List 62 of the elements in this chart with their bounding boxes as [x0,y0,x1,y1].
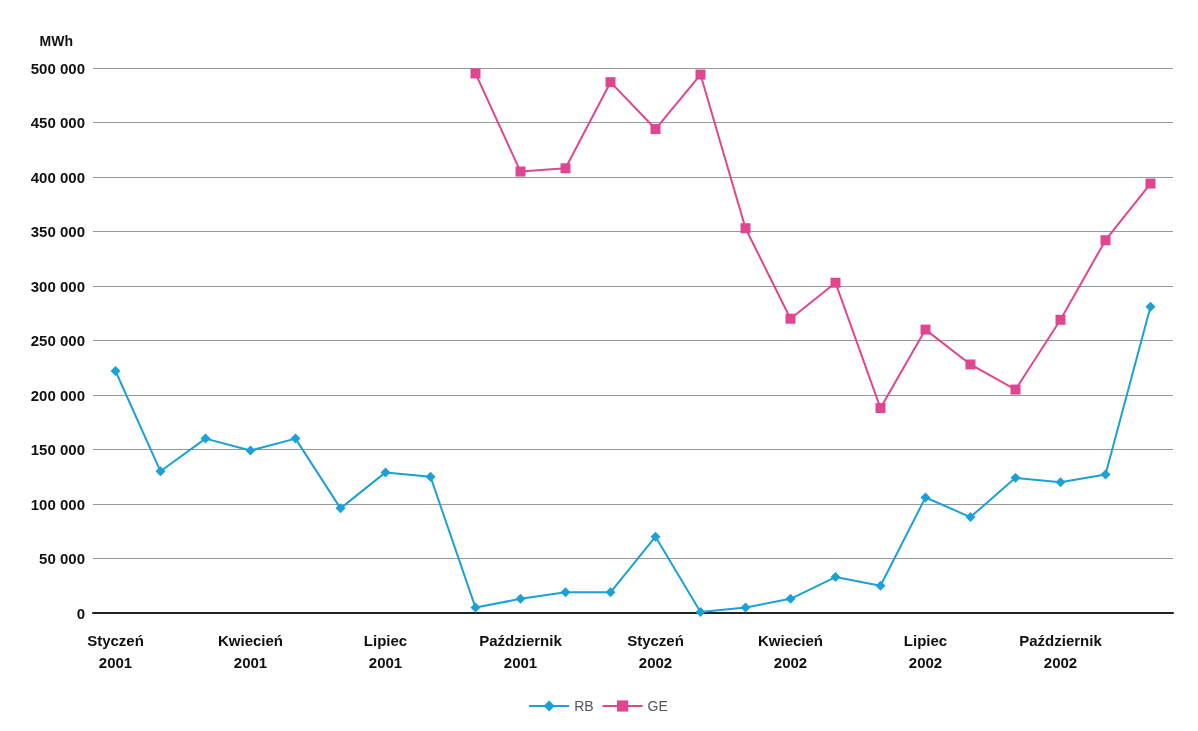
point [605,77,616,88]
point [335,503,346,514]
point [200,433,211,444]
x-tick-label: Październik 2001 [479,631,563,671]
y-tick-label: 400 000 [30,168,85,186]
y-tick-label: 500 000 [30,59,85,77]
point [380,467,391,478]
point [605,587,616,598]
point [830,277,841,288]
y-tick-label: 0 [76,604,85,622]
point [695,606,706,617]
point [785,593,796,604]
point [470,602,481,613]
x-tick-label: Styczeń 2001 [87,631,144,671]
point [740,223,751,234]
point [1100,469,1111,480]
y-tick-label: 300 000 [30,277,85,295]
point [695,69,706,80]
legend-label: RB [574,698,594,714]
point [470,68,481,79]
point [650,531,661,542]
y-tick-label: 450 000 [30,114,85,131]
x-tick-label: Kwiecień 2002 [757,631,824,671]
point [560,163,571,174]
point [1055,477,1066,488]
x-tick-label: Styczeń 2002 [627,631,684,671]
y-tick-label: 350 000 [30,223,85,240]
y-tick-label: 200 000 [30,386,85,404]
point [155,466,166,477]
point [650,124,661,135]
point [515,166,526,177]
y-tick-label: 50 000 [39,550,85,567]
point [920,324,931,335]
point [1055,314,1066,325]
point [875,580,886,591]
point [965,359,976,370]
point [875,403,886,414]
point [1010,472,1021,483]
x-tick-label: Październik 2002 [1019,631,1103,671]
point [1010,384,1021,395]
y-tick-label: 100 000 [30,495,85,513]
y-tick-label: 150 000 [30,441,85,458]
y-axis-title: MWh [39,33,73,49]
point [740,602,751,613]
point [965,512,976,523]
point [560,587,571,598]
point [920,492,931,503]
x-tick-label: Kwiecień 2001 [217,631,284,671]
legend-label: GE [647,698,668,714]
x-tick-label: Lipiec 2001 [363,631,408,671]
point [245,445,256,456]
point [1145,178,1156,189]
point [785,313,796,324]
point [515,593,526,604]
point [110,366,121,377]
point [1145,301,1156,312]
point [425,471,436,482]
x-tick-label: Lipiec 2002 [903,631,948,671]
point [1100,235,1111,246]
point [290,433,301,444]
point [830,572,841,583]
y-tick-label: 250 000 [30,332,85,349]
